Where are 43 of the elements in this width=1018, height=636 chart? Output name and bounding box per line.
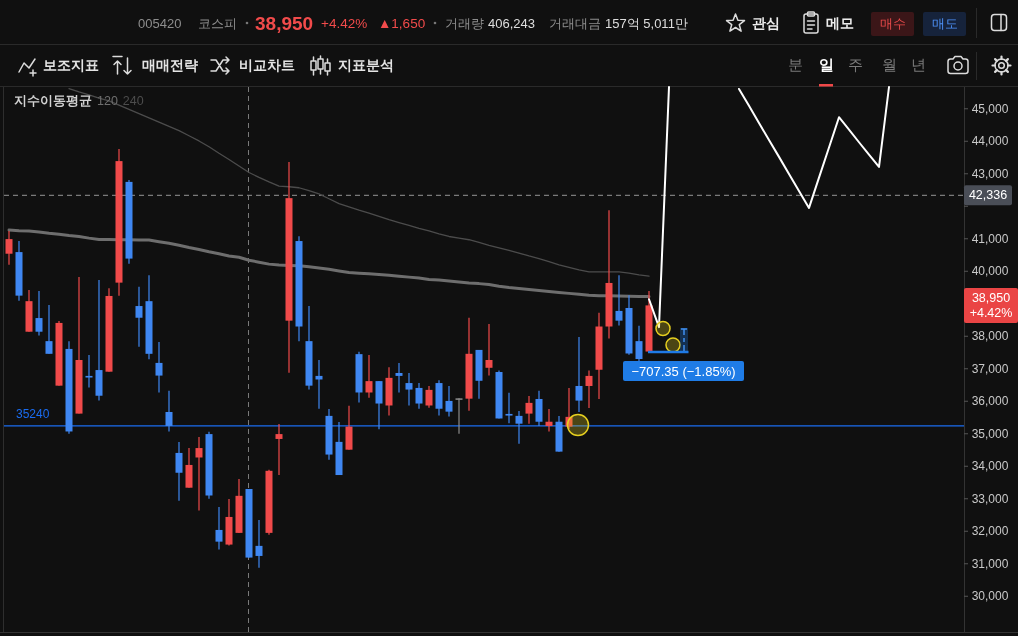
text: 38,950 [971, 290, 1011, 305]
text: 메모 [826, 15, 854, 31]
text: 120 [97, 94, 118, 108]
text: 005420 [138, 16, 182, 31]
text: 분 [788, 57, 803, 73]
text: 주 [847, 57, 863, 73]
text: 보조지표 [43, 57, 99, 73]
text: 월 [882, 57, 897, 73]
text: 406,243 [488, 16, 535, 31]
y-tick-label: 30,000 [971, 589, 1009, 604]
y-tick-label: 37,000 [971, 361, 1009, 376]
y-tick-label: 34,000 [971, 459, 1009, 474]
text: 매도 [931, 16, 958, 31]
text: 일 [818, 57, 834, 73]
text: 거래량 [445, 16, 484, 31]
text: 년 [911, 57, 926, 73]
text: 지표분석 [338, 57, 394, 73]
text: ▲1,650 [378, 16, 426, 31]
y-tick-label: 38,000 [971, 329, 1009, 344]
y-tick-label: 33,000 [971, 491, 1009, 506]
text: 매수 [879, 16, 906, 31]
annotation: −707.35 (−1.85%) [631, 363, 736, 379]
y-tick-label: 36,000 [971, 394, 1009, 409]
y-tick-label: 40,000 [971, 264, 1009, 279]
y-tick-label: 35,000 [971, 426, 1009, 441]
text: 관심 [752, 15, 780, 31]
legend-title: 지수이동평균 [14, 94, 92, 108]
text: 거래대금 [549, 16, 601, 31]
y-tick-label: 32,000 [971, 524, 1009, 539]
text: +4.42% [321, 16, 368, 31]
text: 157억 5,011만 [605, 16, 688, 31]
text: 비교차트 [239, 57, 295, 73]
text: 매매전략 [142, 57, 198, 73]
ref-line-label: 35240 [16, 406, 50, 421]
y-tick-label: 43,000 [971, 166, 1009, 181]
y-tick-label: 45,000 [971, 101, 1009, 116]
y-tick-label: 41,000 [971, 231, 1009, 246]
text: 코스피 [198, 16, 237, 31]
series-label: 240 [122, 94, 144, 108]
text: 38,950 [255, 12, 314, 34]
text: +4.42% [969, 306, 1013, 321]
y-tick-label: 31,000 [971, 556, 1009, 571]
y-tick-label: 44,000 [971, 134, 1009, 149]
